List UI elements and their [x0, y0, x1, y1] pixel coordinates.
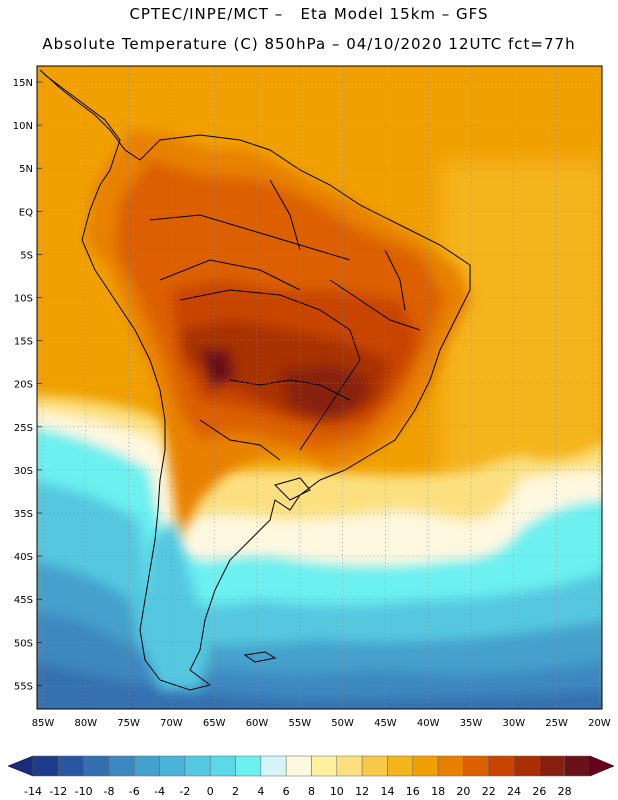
colorbar-label: -12 [49, 785, 67, 798]
colorbar-swatch [134, 755, 160, 777]
colorbar-label: -6 [129, 785, 140, 798]
colorbar-label: -10 [75, 785, 93, 798]
colorbar-label: 6 [283, 785, 290, 798]
map-title-line1: CPTEC/INPE/MCT – Eta Model 15km – GFS [129, 5, 489, 23]
colorbar-label: 4 [257, 785, 264, 798]
colorbar-swatch [159, 755, 186, 777]
latitude-labels: 15N 10N 5N EQ 5S 10S 15S 20S 25S 30S 35S 40S 45S 50S 5… [13, 78, 33, 692]
colorbar-swatch [387, 755, 414, 777]
graticule [37, 66, 602, 709]
lon-label: 80W [74, 718, 97, 729]
map-title-line2: Absolute Temperature (C) 850hPa – 04/10/… [42, 35, 576, 53]
colorbar-swatch [361, 755, 388, 777]
lon-label: 30W [502, 718, 525, 729]
lon-label: 40W [417, 718, 440, 729]
colorbar-swatch [513, 755, 540, 777]
lat-label: 5N [19, 164, 33, 175]
colorbar: -14 -12 -10 -8 -6 -4 -2 0 2 4 6 8 10 12 14 16 18 20 22 24 26… [7, 755, 615, 798]
lat-label: 45S [14, 595, 33, 606]
colorbar-swatch [463, 755, 489, 777]
temperature-field [37, 66, 602, 709]
longitude-labels: 85W 80W 75W 70W 65W 60W 55W 50W 45W 40W 35W 30W 25W 2… [32, 718, 611, 729]
colorbar-label: 14 [380, 785, 394, 798]
colorbar-label: -2 [179, 785, 190, 798]
colorbar-label: 12 [355, 785, 369, 798]
lat-label: 15N [13, 78, 33, 89]
lon-label: 45W [374, 718, 397, 729]
colorbar-swatch [412, 755, 439, 777]
lon-label: 50W [331, 718, 354, 729]
colorbar-swatch [488, 755, 515, 777]
colorbar-swatch [260, 755, 287, 777]
lat-label: EQ [19, 207, 33, 218]
colorbar-label: 22 [482, 785, 496, 798]
colorbar-label: 26 [532, 785, 546, 798]
colorbar-label: 20 [456, 785, 470, 798]
colorbar-swatch [235, 755, 262, 777]
colorbar-swatch [32, 755, 59, 777]
colorbar-label: 10 [330, 785, 344, 798]
lon-label: 55W [288, 718, 311, 729]
lat-label: 55S [14, 681, 33, 692]
colorbar-right-arrow [589, 755, 615, 777]
colorbar-label: 24 [507, 785, 521, 798]
colorbar-label: 8 [308, 785, 315, 798]
colorbar-swatch [108, 755, 135, 777]
colorbar-swatch [539, 755, 565, 777]
colorbar-label: 28 [558, 785, 572, 798]
lat-label: 30S [14, 466, 33, 477]
colorbar-swatch [336, 755, 363, 777]
colorbar-left-arrow [7, 755, 34, 777]
lat-label: 10N [13, 121, 33, 132]
lat-label: 25S [14, 423, 33, 434]
lon-label: 20W [588, 718, 611, 729]
colorbar-label: 18 [431, 785, 445, 798]
lat-label: 5S [20, 250, 33, 261]
lon-label: 25W [545, 718, 568, 729]
colorbar-swatch [58, 755, 84, 777]
lon-label: 75W [117, 718, 140, 729]
map-frame [36, 65, 603, 710]
colorbar-label: -8 [103, 785, 114, 798]
lon-label: 35W [460, 718, 483, 729]
colorbar-label: -14 [24, 785, 42, 798]
colorbar-label: 2 [232, 785, 239, 798]
colorbar-swatch [285, 755, 312, 777]
colorbar-swatch [564, 755, 591, 777]
colorbar-swatch [311, 755, 338, 777]
coastlines [39, 69, 471, 691]
colorbar-label: 16 [406, 785, 420, 798]
lon-label: 65W [203, 718, 226, 729]
lat-label: 15S [14, 337, 33, 348]
lat-label: 10S [14, 294, 33, 305]
colorbar-label: -4 [154, 785, 165, 798]
colorbar-swatch [437, 755, 464, 777]
lon-label: 70W [160, 718, 183, 729]
lat-label: 40S [14, 552, 33, 563]
lat-label: 20S [14, 380, 33, 391]
lat-label: 50S [14, 638, 33, 649]
colorbar-swatch [184, 755, 211, 777]
lon-label: 85W [32, 718, 55, 729]
colorbar-swatch [83, 755, 110, 777]
lon-label: 60W [246, 718, 269, 729]
colorbar-label: 0 [207, 785, 214, 798]
colorbar-swatch [209, 755, 236, 777]
lat-label: 35S [14, 509, 33, 520]
